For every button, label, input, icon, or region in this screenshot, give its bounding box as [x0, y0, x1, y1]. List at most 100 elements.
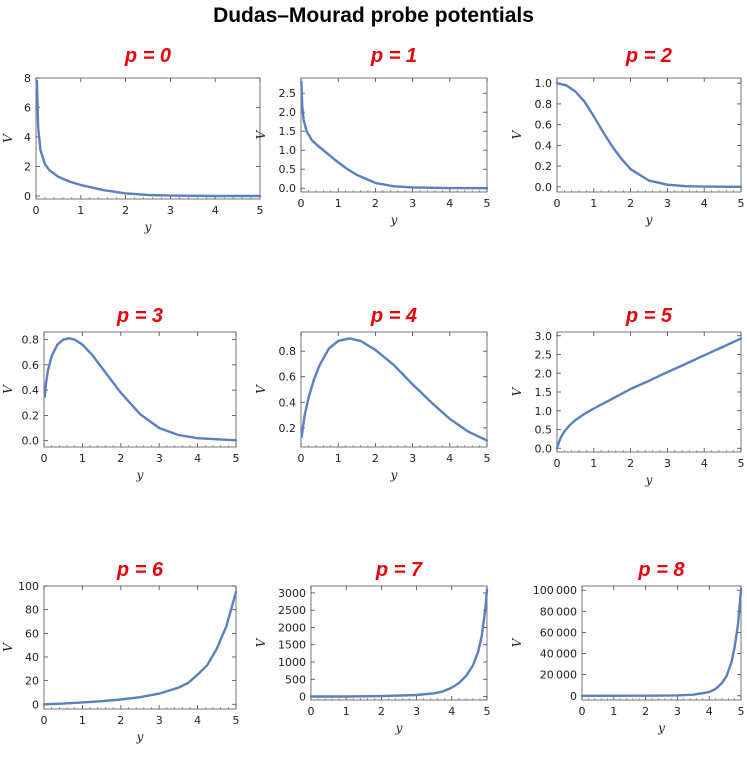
x-tick-label: 3: [409, 197, 416, 210]
panel-title: p = 5: [625, 305, 673, 327]
page-title: Dudas–Mourad probe potentials: [213, 4, 534, 27]
x-tick-label: 2: [627, 457, 634, 470]
x-tick-label: 3: [413, 705, 420, 718]
x-tick-label: 4: [701, 457, 708, 470]
chart-panel-0: p = 0 0 1 2 3 4 5 0 2 4 6 8 y V: [1, 45, 264, 234]
x-tick-label: 5: [484, 197, 491, 210]
y-tick-label: 2500: [278, 604, 306, 617]
y-tick-label: 1.0: [279, 144, 297, 157]
x-tick-label: 0: [298, 452, 305, 465]
y-tick-label: 6: [24, 102, 31, 115]
x-tick-label: 0: [554, 457, 561, 470]
x-tick-label: 5: [233, 714, 240, 727]
y-tick-label: 40 000: [540, 648, 577, 661]
y-tick-label: 0: [24, 190, 31, 203]
x-tick-label: 1: [590, 197, 597, 210]
y-tick-label: 4: [24, 131, 31, 144]
plot-frame: [43, 585, 237, 710]
x-tick-label: 3: [664, 457, 671, 470]
x-tick-label: 4: [194, 452, 201, 465]
y-tick-label: 0.2: [279, 422, 297, 435]
x-tick-label: 5: [738, 197, 745, 210]
y-tick-label: 0.4: [279, 396, 297, 409]
plot-frame: [300, 77, 488, 193]
y-tick-label: 1500: [278, 639, 306, 652]
y-tick-label: 80: [25, 604, 39, 617]
x-tick-label: 1: [610, 705, 617, 718]
x-axis-label: y: [144, 220, 152, 234]
y-tick-label: 80 000: [540, 605, 577, 618]
x-tick-label: 1: [343, 705, 350, 718]
x-tick-label: 0: [308, 705, 315, 718]
y-tick-label: 2.5: [535, 349, 553, 362]
y-axis-label: V: [1, 133, 15, 143]
y-tick-label: 0.5: [279, 163, 297, 176]
plot-frame: [300, 331, 488, 448]
x-tick-label: 0: [298, 197, 305, 210]
y-tick-label: 0.4: [535, 139, 553, 152]
x-tick-label: 3: [156, 714, 163, 727]
chart-panel-7: p = 7 0 1 2 3 4 5 0 500 1000 1500 2000 2500 3000 y V: [254, 559, 491, 735]
x-tick-label: 1: [79, 714, 86, 727]
plot-frame: [35, 77, 261, 200]
y-tick-label: 20: [25, 675, 39, 688]
y-tick-label: 0.6: [279, 371, 297, 384]
plot-frame: [556, 77, 742, 193]
x-tick-label: 4: [448, 705, 455, 718]
y-tick-label: 0.8: [535, 98, 553, 111]
y-tick-label: 0.2: [22, 409, 40, 422]
x-tick-label: 2: [372, 197, 379, 210]
y-tick-label: 60: [25, 627, 39, 640]
panel-title: p = 1: [370, 45, 417, 67]
y-tick-label: 8: [24, 72, 31, 85]
series-line: [42, 590, 238, 706]
y-tick-label: 60 000: [540, 626, 577, 639]
y-axis-label: V: [254, 129, 268, 139]
x-tick-label: 4: [212, 204, 219, 217]
x-tick-label: 5: [233, 452, 240, 465]
x-tick-label: 0: [33, 204, 40, 217]
x-axis-label: y: [390, 213, 398, 227]
x-tick-label: 4: [194, 714, 201, 727]
x-axis-label: y: [136, 468, 144, 482]
x-tick-label: 1: [79, 452, 86, 465]
x-tick-label: 1: [77, 204, 84, 217]
series-line: [43, 337, 238, 442]
series-line: [35, 79, 262, 198]
y-tick-label: 0.0: [279, 182, 297, 195]
x-tick-label: 2: [117, 714, 124, 727]
y-tick-label: 1.0: [535, 405, 553, 418]
x-axis-label: y: [390, 468, 398, 482]
y-axis-label: V: [510, 129, 524, 139]
y-tick-label: 2.5: [279, 87, 297, 100]
y-axis-label: V: [1, 384, 15, 394]
x-tick-label: 0: [554, 197, 561, 210]
y-tick-label: 1000: [278, 656, 306, 669]
x-axis-label: y: [657, 721, 665, 735]
y-axis-label: V: [254, 384, 268, 394]
series-line: [555, 337, 743, 450]
y-tick-label: 100: [18, 580, 39, 593]
y-axis-label: V: [510, 637, 524, 647]
y-tick-label: 3.0: [535, 330, 553, 343]
y-tick-label: 20 000: [540, 669, 577, 682]
series-line: [300, 80, 489, 190]
x-tick-label: 3: [409, 452, 416, 465]
series-line: [555, 82, 743, 188]
x-tick-label: 5: [738, 457, 745, 470]
y-tick-label: 0.8: [279, 345, 297, 358]
chart-panel-6: p = 6 0 1 2 3 4 5 0 20 40 60 80 100 y V: [1, 559, 240, 744]
x-tick-label: 5: [484, 452, 491, 465]
y-tick-label: 1.5: [535, 386, 553, 399]
y-tick-label: 0: [299, 691, 306, 704]
series-line: [580, 588, 743, 697]
x-tick-label: 1: [335, 197, 342, 210]
panel-title: p = 2: [625, 45, 672, 67]
y-tick-label: 500: [285, 673, 306, 686]
panel-title: p = 6: [116, 559, 164, 581]
y-tick-label: 0.6: [22, 359, 40, 372]
panel-title: p = 4: [370, 305, 417, 327]
y-tick-label: 0: [570, 690, 577, 703]
panel-title: p = 7: [375, 559, 423, 581]
